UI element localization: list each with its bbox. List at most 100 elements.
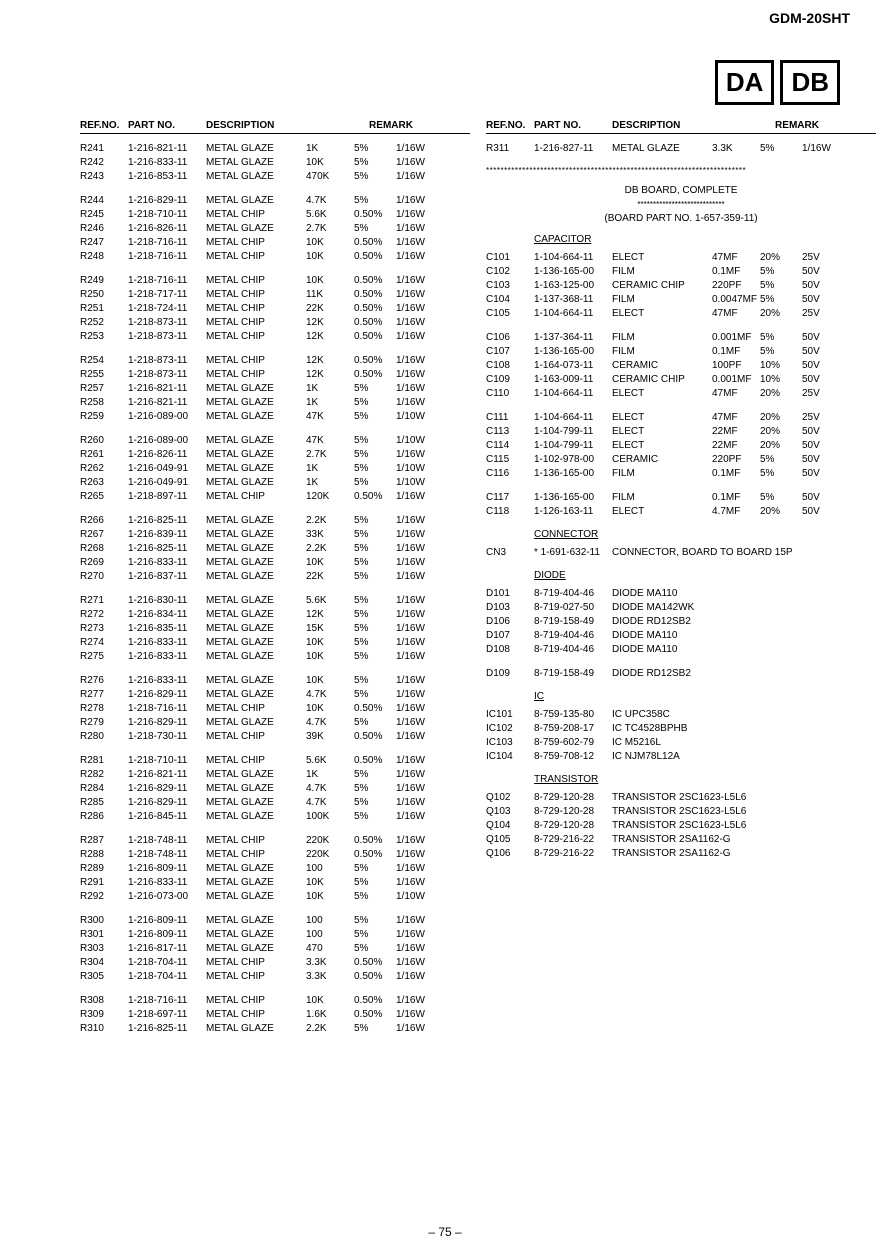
section-diode: DIODE [534,570,876,581]
hdr-part: PART NO. [128,120,206,131]
table-row: R280 1-218-730-11 METAL CHIP39K0.50%1/16… [80,730,470,744]
content-area: REF.NO. PART NO. DESCRIPTION REMARK R241… [80,120,850,1036]
table-row: R292 1-216-073-00 METAL GLAZE10K5%1/10W [80,890,470,904]
table-row: R258 1-216-821-11 METAL GLAZE1K5%1/16W [80,396,470,410]
table-row: R242 1-216-833-11 METAL GLAZE10K5%1/16W [80,156,470,170]
ic-rows: IC101 8-759-135-80 IC UPC358C IC102 8-75… [486,708,876,764]
table-row: R285 1-216-829-11 METAL GLAZE4.7K5%1/16W [80,796,470,810]
table-row: R241 1-216-821-11 METAL GLAZE1K5%1/16W [80,142,470,156]
table-row: C103 1-163-125-00 CERAMIC CHIP220PF5%50V [486,279,876,293]
table-row: IC101 8-759-135-80 IC UPC358C [486,708,876,722]
table-row: R251 1-218-724-11 METAL CHIP22K0.50%1/16… [80,302,470,316]
table-row: R265 1-218-897-11 METAL CHIP120K0.50%1/1… [80,490,470,504]
table-row: R284 1-216-829-11 METAL GLAZE4.7K5%1/16W [80,782,470,796]
table-row: Q103 8-729-120-28 TRANSISTOR 2SC1623-L5L… [486,805,876,819]
board-boxes: DA DB [715,60,840,105]
table-row: IC104 8-759-708-12 IC NJM78L12A [486,750,876,764]
db-board-part: (BOARD PART NO. 1-657-359-11) [486,213,876,224]
table-row: R287 1-218-748-11 METAL CHIP220K0.50%1/1… [80,834,470,848]
db-board-asterisks: **************************** [486,200,876,209]
table-row: D108 8-719-404-46 DIODE MA110 [486,643,876,657]
table-row: Q102 8-729-120-28 TRANSISTOR 2SC1623-L5L… [486,791,876,805]
box-db: DB [780,60,840,105]
table-row: R311 1-216-827-11 METAL GLAZE3.3K5%1/16W [486,142,876,156]
table-row: Q106 8-729-216-22 TRANSISTOR 2SA1162-G [486,847,876,861]
table-row: D107 8-719-404-46 DIODE MA110 [486,629,876,643]
table-row: R289 1-216-809-11 METAL GLAZE1005%1/16W [80,862,470,876]
diode-rows: D101 8-719-404-46 DIODE MA110 D103 8-719… [486,587,876,681]
table-row: R269 1-216-833-11 METAL GLAZE10K5%1/16W [80,556,470,570]
table-row: C109 1-163-009-11 CERAMIC CHIP0.001MF10%… [486,373,876,387]
table-row: C104 1-137-368-11 FILM0.0047MF5%50V [486,293,876,307]
table-row: C105 1-104-664-11 ELECT47MF20%25V [486,307,876,321]
table-row: C106 1-137-364-11 FILM0.001MF5%50V [486,331,876,345]
table-row: R245 1-218-710-11 METAL CHIP5.6K0.50%1/1… [80,208,470,222]
table-row: R259 1-216-089-00 METAL GLAZE47K5%1/10W [80,410,470,424]
hdr-ref: REF.NO. [486,120,534,131]
table-row: R244 1-216-829-11 METAL GLAZE4.7K5%1/16W [80,194,470,208]
table-row: R273 1-216-835-11 METAL GLAZE15K5%1/16W [80,622,470,636]
table-row: R305 1-218-704-11 METAL CHIP3.3K0.50%1/1… [80,970,470,984]
table-row: C102 1-136-165-00 FILM0.1MF5%50V [486,265,876,279]
right-column: REF.NO. PART NO. DESCRIPTION REMARK R311… [486,120,876,1036]
table-row: R300 1-216-809-11 METAL GLAZE1005%1/16W [80,914,470,928]
table-row: R276 1-216-833-11 METAL GLAZE10K5%1/16W [80,674,470,688]
left-rows: R241 1-216-821-11 METAL GLAZE1K5%1/16W R… [80,142,470,1036]
table-row: C118 1-126-163-11 ELECT4.7MF20%50V [486,505,876,519]
table-row: R252 1-218-873-11 METAL CHIP12K0.50%1/16… [80,316,470,330]
table-row: R270 1-216-837-11 METAL GLAZE22K5%1/16W [80,570,470,584]
table-row: C101 1-104-664-11 ELECT47MF20%25V [486,251,876,265]
table-row: R250 1-218-717-11 METAL CHIP11K0.50%1/16… [80,288,470,302]
right-top-rows: R311 1-216-827-11 METAL GLAZE3.3K5%1/16W [486,142,876,156]
separator-dots: ****************************************… [486,166,876,175]
connector-rows: CN3 * 1-691-632-11 CONNECTOR, BOARD TO B… [486,546,876,560]
table-row: R262 1-216-049-91 METAL GLAZE1K5%1/10W [80,462,470,476]
section-transistor: TRANSISTOR [534,774,876,785]
table-row: C113 1-104-799-11 ELECT22MF20%50V [486,425,876,439]
table-row: R248 1-218-716-11 METAL CHIP10K0.50%1/16… [80,250,470,264]
transistor-rows: Q102 8-729-120-28 TRANSISTOR 2SC1623-L5L… [486,791,876,861]
table-row: D101 8-719-404-46 DIODE MA110 [486,587,876,601]
table-row: R257 1-216-821-11 METAL GLAZE1K5%1/16W [80,382,470,396]
table-row: C116 1-136-165-00 FILM0.1MF5%50V [486,467,876,481]
table-row: R271 1-216-830-11 METAL GLAZE5.6K5%1/16W [80,594,470,608]
right-col-header: REF.NO. PART NO. DESCRIPTION REMARK [486,120,876,134]
model-header: GDM-20SHT [769,10,850,26]
table-row: C108 1-164-073-11 CERAMIC100PF10%50V [486,359,876,373]
table-row: R272 1-216-834-11 METAL GLAZE12K5%1/16W [80,608,470,622]
table-row: D109 8-719-158-49 DIODE RD12SB2 [486,667,876,681]
table-row: Q104 8-729-120-28 TRANSISTOR 2SC1623-L5L… [486,819,876,833]
section-ic: IC [534,691,876,702]
table-row: R291 1-216-833-11 METAL GLAZE10K5%1/16W [80,876,470,890]
table-row: R243 1-216-853-11 METAL GLAZE470K5%1/16W [80,170,470,184]
table-row: R286 1-216-845-11 METAL GLAZE100K5%1/16W [80,810,470,824]
table-row: R263 1-216-049-91 METAL GLAZE1K5%1/10W [80,476,470,490]
table-row: C110 1-104-664-11 ELECT47MF20%25V [486,387,876,401]
left-column: REF.NO. PART NO. DESCRIPTION REMARK R241… [80,120,470,1036]
table-row: R310 1-216-825-11 METAL GLAZE2.2K5%1/16W [80,1022,470,1036]
table-row: C107 1-136-165-00 FILM0.1MF5%50V [486,345,876,359]
table-row: R308 1-218-716-11 METAL CHIP10K0.50%1/16… [80,994,470,1008]
table-row: IC103 8-759-602-79 IC M5216L [486,736,876,750]
table-row: D103 8-719-027-50 DIODE MA142WK [486,601,876,615]
left-col-header: REF.NO. PART NO. DESCRIPTION REMARK [80,120,470,134]
table-row: R278 1-218-716-11 METAL CHIP10K0.50%1/16… [80,702,470,716]
hdr-desc: DESCRIPTION [612,120,752,131]
table-row: R249 1-218-716-11 METAL CHIP10K0.50%1/16… [80,274,470,288]
hdr-desc: DESCRIPTION [206,120,346,131]
box-da: DA [715,60,775,105]
table-row: R304 1-218-704-11 METAL CHIP3.3K0.50%1/1… [80,956,470,970]
table-row: C117 1-136-165-00 FILM0.1MF5%50V [486,491,876,505]
table-row: R247 1-218-716-11 METAL CHIP10K0.50%1/16… [80,236,470,250]
table-row: R309 1-218-697-11 METAL CHIP1.6K0.50%1/1… [80,1008,470,1022]
hdr-remark: REMARK [752,120,842,131]
table-row: R246 1-216-826-11 METAL GLAZE2.7K5%1/16W [80,222,470,236]
table-row: R266 1-216-825-11 METAL GLAZE2.2K5%1/16W [80,514,470,528]
table-row: Q105 8-729-216-22 TRANSISTOR 2SA1162-G [486,833,876,847]
table-row: R254 1-218-873-11 METAL CHIP12K0.50%1/16… [80,354,470,368]
section-capacitor: CAPACITOR [534,234,876,245]
table-row: R255 1-218-873-11 METAL CHIP12K0.50%1/16… [80,368,470,382]
table-row: R303 1-216-817-11 METAL GLAZE4705%1/16W [80,942,470,956]
table-row: IC102 8-759-208-17 IC TC4528BPHB [486,722,876,736]
db-board-title: DB BOARD, COMPLETE [486,185,876,196]
